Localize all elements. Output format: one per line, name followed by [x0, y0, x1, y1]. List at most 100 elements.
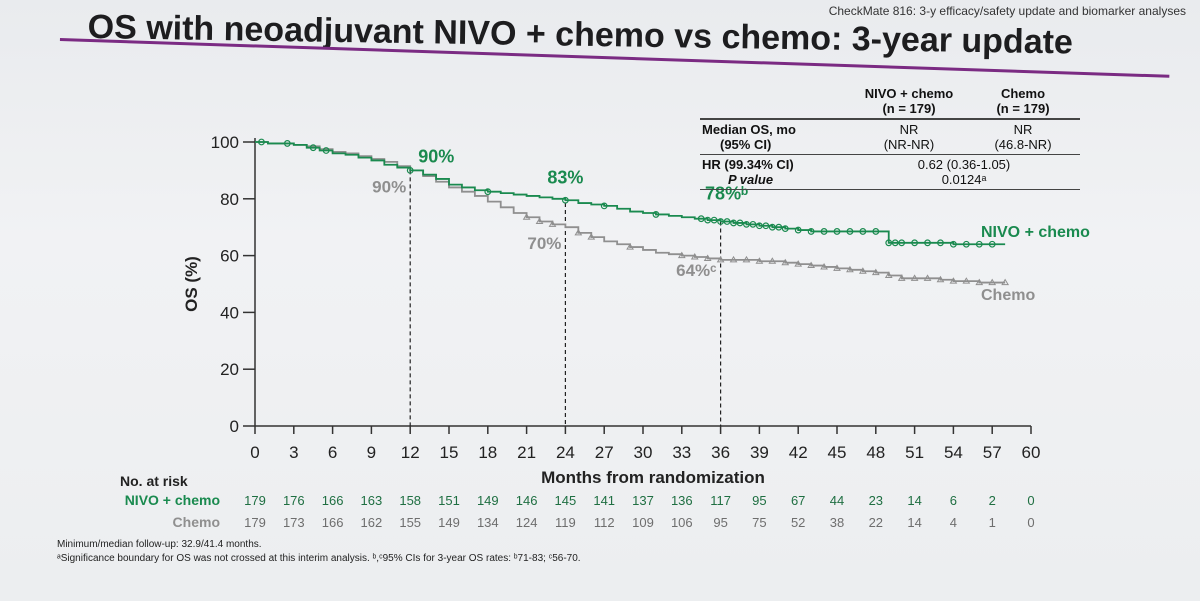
- chemo-censor-mark: [807, 261, 816, 269]
- chemo-censor-mark: [522, 213, 531, 220]
- risk-count: 95: [752, 493, 766, 508]
- median-os-nivo-line2: (NR-NR): [883, 137, 935, 152]
- chemo-censor-mark: [936, 275, 945, 283]
- nivo-censor-mark: [885, 239, 893, 247]
- risk-count: 179: [244, 515, 266, 530]
- chemo-censor-mark: [923, 274, 932, 281]
- chemo-censor-mark: [975, 278, 984, 286]
- nivo-censor-mark: [962, 240, 970, 248]
- nivo-censor-mark: [704, 216, 712, 224]
- risk-count: 141: [593, 493, 615, 508]
- chemo-series-label: Chemo: [981, 287, 1035, 304]
- risk-count: 176: [283, 493, 305, 508]
- median-os-chemo-line2: (46.8-NR): [994, 137, 1052, 152]
- chemo-curve: [255, 141, 1006, 284]
- y-tick-label: 40: [220, 303, 239, 322]
- nivo-censor-mark: [697, 215, 705, 223]
- risk-count: 163: [361, 493, 383, 508]
- rate-annotation: 70%: [527, 234, 561, 253]
- risk-count: 134: [477, 515, 499, 530]
- hr-value: 0.62 (0.36-1.05): [917, 157, 1011, 172]
- median-os-nivo-line1: NR: [899, 122, 919, 137]
- x-tick-label: 30: [634, 443, 653, 462]
- chemo-censor-mark: [742, 255, 751, 263]
- nivo-censor-mark: [898, 239, 906, 247]
- median-os-label-line2: (95% CI): [720, 137, 772, 152]
- nivo-censor-mark: [924, 239, 931, 247]
- chemo-censor-mark: [949, 277, 958, 284]
- x-axis-label: Months from randomization: [541, 468, 765, 487]
- stats-table: NIVO + chemo (n = 179) Chemo (n = 179) M…: [700, 86, 1080, 192]
- chemo-censor-mark: [587, 233, 596, 240]
- nivo-censor-mark: [283, 140, 291, 147]
- x-tick-label: 57: [983, 443, 1002, 462]
- chemo-censor-mark: [884, 271, 893, 278]
- rate-annotation: 90%: [418, 146, 454, 166]
- risk-count: 23: [869, 493, 883, 508]
- risk-count: 0: [1027, 493, 1034, 508]
- x-tick-label: 0: [250, 443, 259, 462]
- chemo-censor-mark: [716, 255, 725, 263]
- risk-count: 119: [555, 515, 576, 530]
- risk-count: 166: [322, 493, 344, 508]
- y-tick-label: 80: [220, 190, 239, 209]
- chemo-censor-mark: [768, 257, 777, 264]
- nivo-censor-mark: [406, 166, 414, 174]
- risk-count: 44: [830, 493, 844, 508]
- chemo-censor-mark: [820, 262, 828, 270]
- p-value-label: P value: [728, 172, 774, 187]
- risk-count: 109: [632, 515, 654, 530]
- risk-count: 14: [907, 493, 921, 508]
- chemo-censor-mark: [846, 265, 854, 273]
- risk-count: 112: [594, 515, 615, 530]
- risk-count: 136: [671, 493, 693, 508]
- col-nivo-header: NIVO + chemo (n = 179): [850, 86, 968, 116]
- table-rule: [700, 154, 1080, 155]
- chemo-censor-mark: [794, 260, 803, 267]
- footnote-followup: Minimum/median follow-up: 32.9/41.4 mont…: [57, 539, 262, 550]
- nivo-censor-mark: [743, 220, 750, 228]
- risk-count: 149: [477, 493, 499, 508]
- chemo-censor-mark: [690, 253, 699, 260]
- nivo-censor-mark: [975, 240, 983, 248]
- x-tick-label: 27: [595, 443, 614, 462]
- x-tick-label: 48: [866, 443, 885, 462]
- nivo-censor-mark: [859, 228, 867, 235]
- nivo-censor-mark: [484, 188, 492, 196]
- risk-row-label-chemo: Chemo: [173, 514, 220, 530]
- median-os-chemo-line1: NR: [1013, 122, 1033, 137]
- risk-count: 95: [713, 515, 727, 530]
- hr-label-text: HR (99.34% CI): [702, 157, 794, 172]
- chemo-censor-mark: [910, 274, 919, 281]
- slide-header-tag: CheckMate 816: 3-y efficacy/safety updat…: [828, 4, 1186, 18]
- x-tick-label: 6: [328, 443, 337, 462]
- risk-count: 173: [283, 515, 305, 530]
- nivo-censor-mark: [833, 228, 841, 235]
- chemo-censor-mark: [988, 278, 997, 286]
- risk-count: 166: [322, 515, 344, 530]
- risk-count: 179: [244, 493, 266, 508]
- chemo-censor-mark: [1001, 278, 1010, 286]
- col-chemo-header-line1: Chemo: [1000, 86, 1046, 101]
- nivo-censor-mark: [794, 226, 802, 234]
- rate-annotation: 90%: [372, 177, 406, 196]
- x-tick-label: 33: [672, 443, 691, 462]
- nivo-censor-mark: [710, 216, 718, 224]
- chemo-censor-mark: [729, 255, 738, 263]
- nivo-censor-mark: [730, 219, 737, 227]
- nivo-censor-mark: [736, 219, 744, 227]
- risk-row-label-nivo: NIVO + chemo: [125, 492, 220, 508]
- risk-count: 1: [989, 515, 996, 530]
- col-nivo-header-line1: NIVO + chemo: [864, 86, 954, 101]
- chemo-censor-mark: [548, 220, 557, 227]
- nivo-censor-mark: [600, 202, 608, 210]
- chemo-censor-mark: [781, 258, 790, 266]
- nivo-censor-mark: [749, 220, 757, 228]
- x-tick-label: 36: [711, 443, 730, 462]
- risk-count: 22: [869, 515, 883, 530]
- median-os-nivo: NR (NR-NR): [850, 122, 968, 152]
- chemo-censor-mark: [858, 267, 867, 274]
- chemo-censor-mark: [962, 277, 971, 284]
- nivo-censor-mark: [820, 228, 828, 235]
- hr-values: 0.62 (0.36-1.05) 0.0124ᵃ: [850, 157, 1078, 187]
